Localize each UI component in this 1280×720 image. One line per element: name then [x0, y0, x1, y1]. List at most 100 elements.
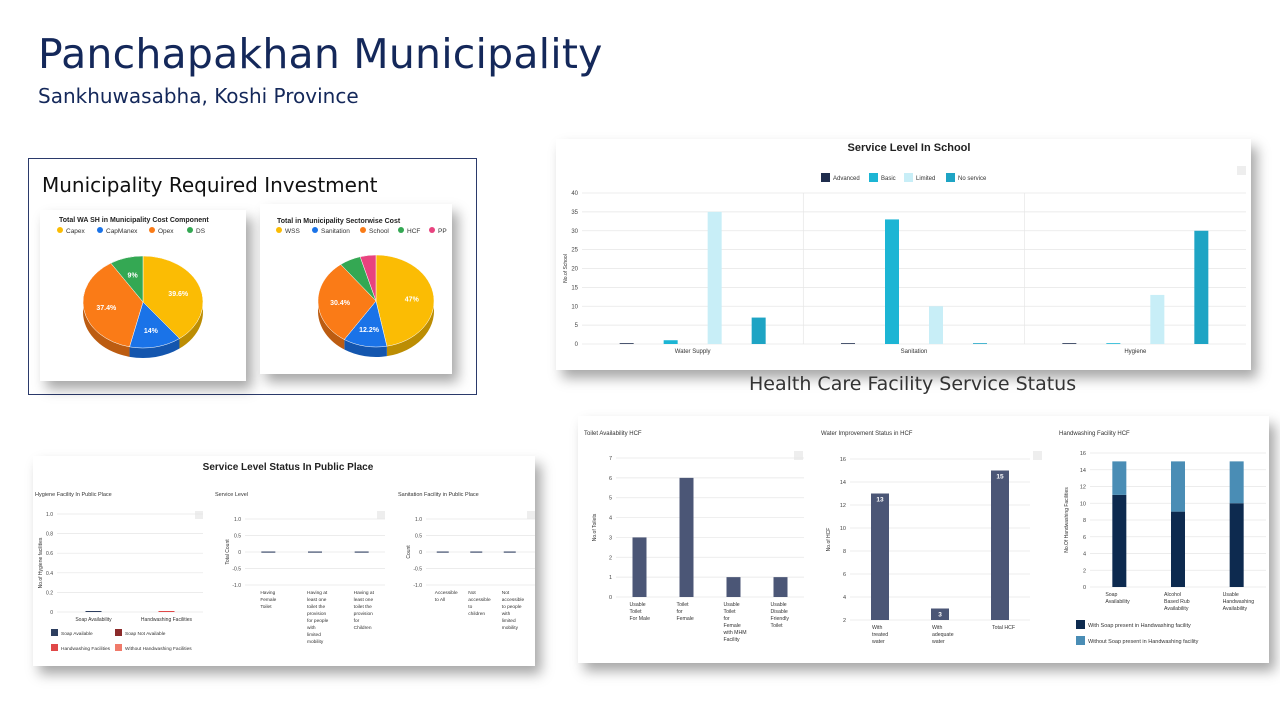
x-tick-label: Toilet: [677, 602, 690, 608]
bar[interactable]: [973, 343, 987, 344]
bar[interactable]: [841, 343, 855, 344]
x-tick-label: children: [468, 611, 485, 617]
x-tick-label: Children: [354, 625, 372, 631]
legend-swatch: [276, 227, 282, 233]
legend-label[interactable]: Limited: [916, 176, 935, 182]
x-tick-label: Availability: [1223, 606, 1248, 612]
y-tick-label: 10: [840, 526, 846, 532]
pie-slice[interactable]: [317, 264, 377, 340]
bar-segment[interactable]: [1229, 461, 1244, 504]
bar[interactable]: [158, 611, 175, 612]
legend-label[interactable]: PP: [438, 228, 447, 235]
investment-title: Municipality Required Investment: [42, 173, 378, 197]
y-tick-label: 4: [843, 595, 846, 601]
bar[interactable]: [1062, 343, 1077, 344]
legend-label[interactable]: Soap Not Available: [125, 631, 166, 637]
x-tick-label: Toilet: [771, 623, 784, 629]
legend-label[interactable]: School: [369, 228, 389, 235]
bar[interactable]: [929, 306, 943, 344]
chart-menu-button[interactable]: [1033, 451, 1042, 460]
legend-swatch: [360, 227, 366, 233]
x-tick-label: to people: [502, 604, 522, 610]
bar[interactable]: [503, 551, 516, 553]
chart-menu-button[interactable]: [377, 511, 385, 519]
x-tick-label: Handwashing Facilities: [141, 617, 193, 623]
legend-label[interactable]: Capex: [66, 228, 86, 235]
y-tick-label: 5: [575, 323, 579, 329]
bar[interactable]: [726, 577, 741, 597]
bar-segment[interactable]: [1112, 461, 1127, 495]
subchart-title: Water Improvement Status in HCF: [821, 431, 913, 437]
legend-label[interactable]: Handwashing Facilities: [61, 646, 111, 652]
x-tick-label: Usable: [771, 602, 787, 608]
bar[interactable]: [1194, 230, 1209, 344]
x-tick-label: for: [724, 616, 730, 622]
legend-label[interactable]: With Soap present in Handwashing facilit…: [1088, 623, 1191, 629]
pie-title: Total WA SH in Municipality Cost Compone…: [59, 217, 209, 224]
bar-segment[interactable]: [1229, 503, 1244, 587]
pie-data-label: 47%: [405, 296, 420, 303]
pie-card-sectorwise: Total in Municipality Sectorwise Cost WSS…: [260, 204, 452, 374]
legend-swatch: [1076, 636, 1085, 645]
bar[interactable]: [931, 608, 949, 621]
bar[interactable]: [991, 470, 1009, 621]
chart-menu-button[interactable]: [527, 511, 535, 519]
legend-label[interactable]: Sanitation: [321, 228, 350, 235]
bar-segment[interactable]: [1171, 461, 1185, 512]
chart-menu-button[interactable]: [1237, 166, 1246, 175]
pie-slice[interactable]: [110, 255, 144, 303]
bar[interactable]: [679, 477, 694, 597]
bar[interactable]: [773, 577, 788, 597]
legend-label[interactable]: Without Soap present in Handwashing faci…: [1088, 639, 1199, 645]
bar[interactable]: [470, 551, 483, 553]
bar[interactable]: [1150, 294, 1165, 344]
legend-swatch: [904, 173, 913, 182]
x-tick-label: Soap Availability: [75, 617, 112, 623]
legend-label[interactable]: WSS: [285, 228, 300, 235]
bar[interactable]: [871, 493, 889, 621]
bar[interactable]: [663, 340, 678, 344]
y-tick-label: 0: [609, 595, 612, 601]
subchart-title: Handwashing Facility HCF: [1059, 431, 1130, 437]
y-tick-label: 0.8: [46, 532, 53, 538]
bar[interactable]: [261, 551, 276, 553]
pie-slice[interactable]: [359, 254, 377, 302]
pie-data-label: 12.2%: [359, 327, 380, 334]
pie-card-cost-component: Total WA SH in Municipality Cost Compone…: [40, 210, 246, 381]
bar[interactable]: [632, 537, 647, 597]
bar[interactable]: [885, 219, 899, 344]
pie-slice[interactable]: [129, 301, 180, 349]
y-tick-label: 10: [571, 304, 578, 310]
pie-slice[interactable]: [375, 254, 435, 347]
y-tick-label: 0: [238, 550, 241, 556]
subchart-title: Hygiene Facility In Public Place: [35, 492, 112, 498]
bar[interactable]: [707, 211, 722, 344]
bar[interactable]: [436, 551, 449, 553]
chart-menu-button[interactable]: [794, 451, 803, 460]
legend-label[interactable]: HCF: [407, 228, 420, 235]
bar-segment[interactable]: [1112, 494, 1127, 587]
bar[interactable]: [354, 551, 369, 553]
bar[interactable]: [85, 611, 102, 612]
legend-label[interactable]: No service: [958, 176, 987, 182]
x-tick-label: With: [872, 625, 882, 631]
legend-label[interactable]: CapManex: [106, 228, 138, 235]
bar[interactable]: [308, 551, 322, 553]
public-place-charts: Service Level Status In Public Place Hygi…: [35, 462, 560, 652]
bar[interactable]: [751, 317, 766, 344]
legend-label[interactable]: Basic: [881, 176, 896, 182]
bar[interactable]: [1106, 343, 1121, 344]
legend-label[interactable]: Advanced: [833, 176, 860, 182]
bar-segment[interactable]: [1171, 511, 1185, 587]
legend-label[interactable]: Soap Available: [61, 631, 93, 637]
x-tick-label: for: [354, 618, 360, 624]
y-tick-label: 0.4: [46, 571, 53, 577]
chart-menu-button[interactable]: [195, 511, 203, 519]
legend-swatch: [115, 629, 122, 636]
legend-label[interactable]: DS: [196, 228, 206, 235]
pie-slice-side: [129, 338, 180, 358]
bar[interactable]: [619, 343, 634, 344]
legend-label[interactable]: Without Handwashing Facilities: [125, 646, 192, 652]
legend-label[interactable]: Opex: [158, 228, 174, 235]
pie-slice[interactable]: [142, 255, 204, 339]
